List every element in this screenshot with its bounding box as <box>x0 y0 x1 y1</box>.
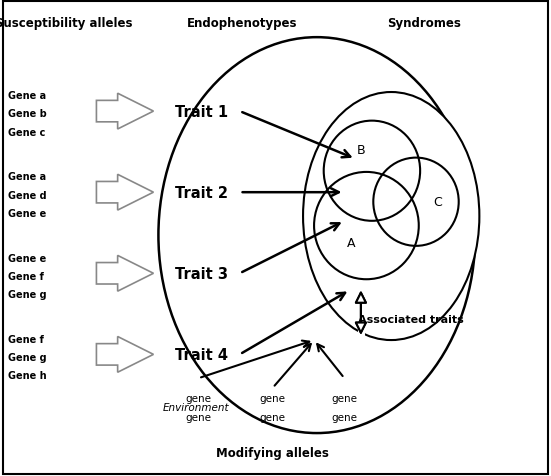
Text: C: C <box>434 196 442 209</box>
FancyArrow shape <box>96 94 153 129</box>
Text: gene: gene <box>185 412 212 422</box>
Text: Gene e: Gene e <box>8 253 46 263</box>
FancyArrow shape <box>96 256 153 291</box>
Text: gene: gene <box>331 393 358 403</box>
Text: gene: gene <box>260 412 286 422</box>
Text: Associated traits: Associated traits <box>358 314 463 324</box>
Text: gene: gene <box>260 393 286 403</box>
Text: Gene e: Gene e <box>8 208 46 218</box>
Text: Endophenotypes: Endophenotypes <box>187 17 298 30</box>
Ellipse shape <box>159 38 475 433</box>
Text: Trait 2: Trait 2 <box>175 185 228 200</box>
Text: Gene a: Gene a <box>8 91 46 101</box>
Text: gene: gene <box>185 393 212 403</box>
Text: Trait 3: Trait 3 <box>175 266 228 281</box>
Text: A: A <box>347 236 356 249</box>
Text: Gene g: Gene g <box>8 289 47 299</box>
Text: Environment: Environment <box>163 402 229 412</box>
Text: Gene d: Gene d <box>8 190 47 200</box>
Text: Gene b: Gene b <box>8 109 47 119</box>
Text: Modifying alleles: Modifying alleles <box>217 446 329 459</box>
Ellipse shape <box>303 93 479 340</box>
Text: B: B <box>356 143 365 157</box>
Text: Susceptibility alleles: Susceptibility alleles <box>0 17 132 30</box>
FancyArrow shape <box>96 337 153 372</box>
Text: Gene a: Gene a <box>8 172 46 182</box>
Text: Gene f: Gene f <box>8 271 44 281</box>
Text: Gene g: Gene g <box>8 352 47 362</box>
Text: Syndromes: Syndromes <box>387 17 461 30</box>
FancyArrow shape <box>96 175 153 211</box>
Text: Gene c: Gene c <box>8 128 46 137</box>
Text: gene: gene <box>331 412 358 422</box>
Text: Trait 1: Trait 1 <box>175 104 228 119</box>
Text: Gene h: Gene h <box>8 370 47 380</box>
Text: Gene f: Gene f <box>8 334 44 344</box>
Text: Trait 4: Trait 4 <box>175 347 228 362</box>
